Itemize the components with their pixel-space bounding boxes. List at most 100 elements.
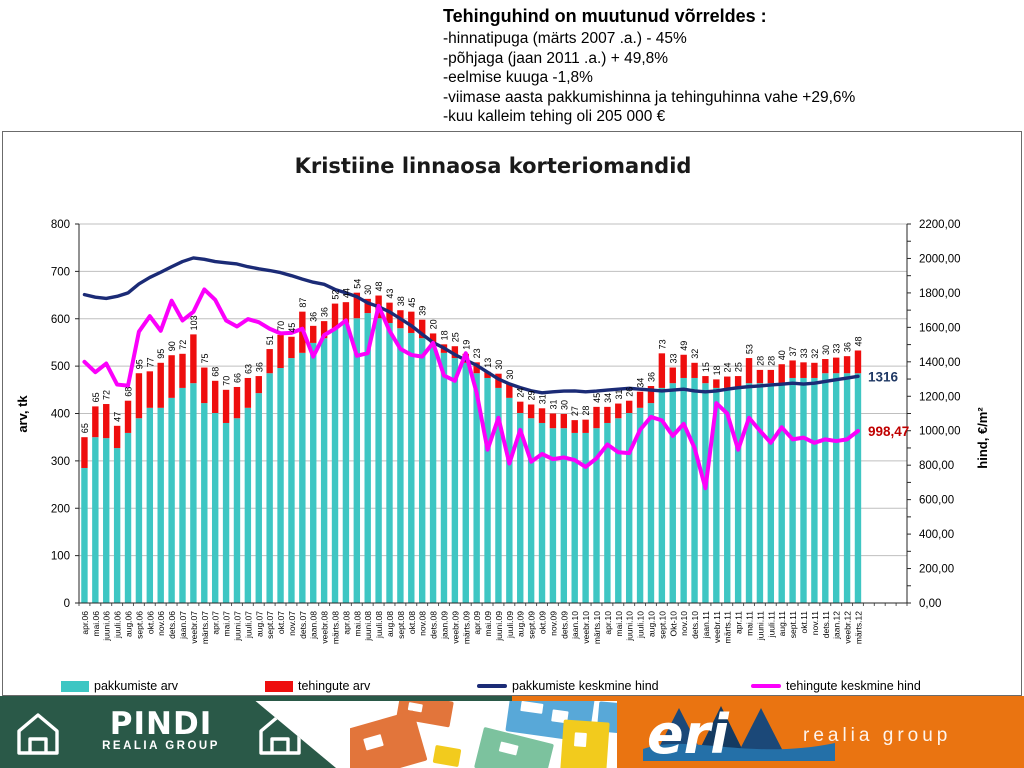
pakkumised-bar [854,373,862,603]
legend-label: tehingute arv [298,679,371,693]
legend-item-pakkumiste-hind: pakkumiste keskmine hind [477,676,659,696]
tehingud-bar [756,369,764,384]
x-category-label: okt.06 [145,611,155,634]
pakkumised-bar [745,383,753,603]
eri-logo: eri [643,703,835,766]
tehingud-bar [745,358,753,384]
x-category-label: dets.10 [690,611,700,639]
x-category-label: mai.09 [483,611,493,637]
bar-value-label: 36 [320,307,330,317]
pakkumised-bar [549,428,557,603]
tehingud-bar [103,404,110,439]
bar-value-label: 23 [472,348,482,358]
pakkumised-bar [375,318,382,603]
right-tick-label: 2200,00 [919,219,961,231]
x-category-label: apr.07 [211,611,221,635]
x-category-label: apr.08 [341,611,351,635]
x-category-label: apr.10 [603,611,613,635]
x-category-label: okt.11 [799,611,809,634]
right-tick-label: 1800,00 [919,288,961,300]
left-axis-title: arv, tk [15,395,30,433]
pakkumised-bar [266,373,273,603]
legend-swatch-pakkumiste-arv [61,680,89,692]
tehingud-bar [288,336,295,359]
pindi-logo: PINDI REALIA GROUP [0,701,336,768]
right-tick-label: 1000,00 [919,426,961,438]
pakkumised-bar [364,313,371,603]
x-category-label: dets.06 [167,611,177,639]
x-category-label: nov.08 [418,611,428,636]
bar-value-label: 20 [429,319,439,329]
x-category-label: nov.09 [548,611,558,636]
bar-value-label: 45 [407,298,417,308]
bar-value-label: 32 [690,349,700,359]
right-tick-label: 800,00 [919,460,954,472]
bar-value-label: 48 [374,282,384,292]
bar-value-label: 34 [636,378,646,388]
legend-label: tehingute keskmine hind [786,679,921,693]
stat-line-bottom: -põhjaga (jaan 2011 .a.) + 49,8% [443,49,669,67]
bar-value-label: 33 [668,354,678,364]
tehingud-bar [713,379,720,388]
pakkumised-bar [691,377,698,603]
x-category-label: juuni.07 [232,611,242,642]
pakkumised-bar [233,418,241,603]
pakkumised-bar [211,413,219,603]
pakkumised-bar [462,362,469,603]
left-tick-label: 0 [64,598,70,610]
x-category-label: nov.11 [810,611,820,636]
bar-value-label: 45 [592,393,602,403]
bar-value-label: 24 [723,363,733,373]
tehingud-bar [233,386,241,419]
x-category-label: märts.10 [592,611,602,644]
pakkumised-bar [604,422,611,603]
pakkumised-bar [734,387,742,603]
x-category-label: apr.11 [734,611,744,634]
bar-value-label: 36 [646,372,656,382]
tehingud-bar [691,362,698,378]
legend-swatch-tehingute-hind [751,684,781,688]
bar-value-label: 49 [679,341,689,351]
pakkumised-bar [222,422,230,603]
pakkumised-bar [473,373,480,603]
map-tile [560,719,610,768]
pakkumised-bar [767,383,775,603]
tehingud-bar [658,353,666,388]
bar-value-label: 43 [385,289,395,299]
legend-label: pakkumiste arv [94,679,179,693]
x-category-label: mai.11 [745,611,755,636]
pakkumised-bar [418,338,426,603]
tehingud-bar [364,298,371,314]
x-category-label: jaan.08 [309,611,319,640]
pakkumised-bar [168,397,175,603]
bar-value-label: 38 [396,296,406,306]
bar-value-label: 36 [309,312,319,322]
pakkumised-bar [386,323,393,603]
left-tick-label: 300 [51,456,70,468]
pakkumised-bar [342,323,350,603]
pakkumised-bar [408,332,415,603]
tehingud-bar [92,406,99,438]
chart-legend: pakkumiste arv tehingute arv pakkumiste … [3,676,1021,696]
line-end-annotation: 1316 [868,369,899,384]
x-category-label: jaan.10 [570,611,580,640]
left-tick-label: 200 [51,503,70,515]
bar-value-label: 18 [439,330,449,340]
right-tick-label: 1200,00 [919,391,961,403]
x-category-label: veebr.09 [450,611,460,644]
x-category-label: nov.07 [287,611,297,636]
legend-item-tehingute-hind: tehingute keskmine hind [751,676,921,696]
tehingud-bar [625,400,633,414]
pakkumised-bar [113,448,121,603]
x-category-label: juuni.10 [625,611,635,642]
tehingud-bar [211,380,219,414]
legend-label: pakkumiste keskmine hind [512,679,659,693]
right-tick-label: 1600,00 [919,322,961,334]
bar-value-label: 24 [516,388,526,398]
bar-value-label: 53 [745,344,755,354]
pakkumised-bar [647,403,655,603]
tehingud-bar [647,386,655,404]
x-category-label: aug.06 [124,611,134,637]
